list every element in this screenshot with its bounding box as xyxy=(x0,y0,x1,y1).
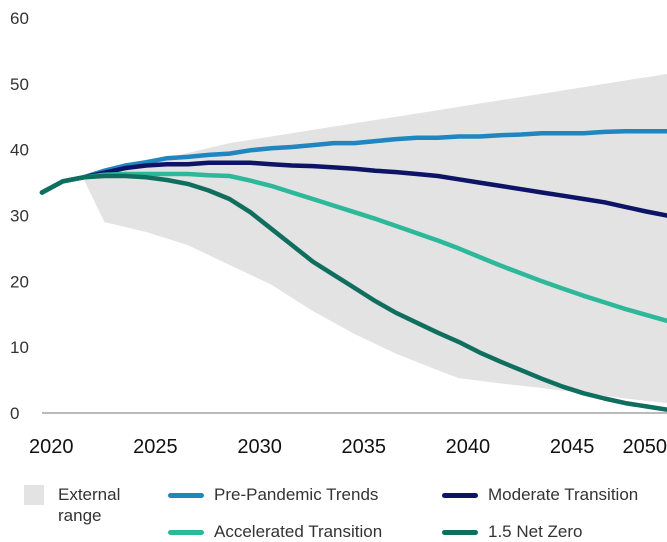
x-tick-label: 2025 xyxy=(133,436,178,458)
x-tick-label: 2040 xyxy=(446,436,491,458)
y-tick-label: 40 xyxy=(10,141,29,160)
external-range-band xyxy=(83,74,667,404)
series-line-3 xyxy=(39,173,667,412)
x-tick-label: 2020 xyxy=(29,436,74,458)
series-line-2 xyxy=(39,171,667,324)
series-line-0 xyxy=(39,128,667,195)
x-tick-label: 2035 xyxy=(342,436,387,458)
y-tick-label: 60 xyxy=(10,9,29,28)
y-tick-label: 30 xyxy=(10,207,29,226)
y-tick-label: 20 xyxy=(10,272,29,291)
x-tick-label: 2045 xyxy=(550,436,595,458)
y-tick-label: 10 xyxy=(10,338,29,357)
series-line-1 xyxy=(39,160,667,218)
x-tick-label: 2030 xyxy=(237,436,281,458)
y-tick-label: 50 xyxy=(10,75,29,94)
x-tick-label: 2050 xyxy=(623,436,667,458)
y-tick-label: 0 xyxy=(10,404,19,423)
